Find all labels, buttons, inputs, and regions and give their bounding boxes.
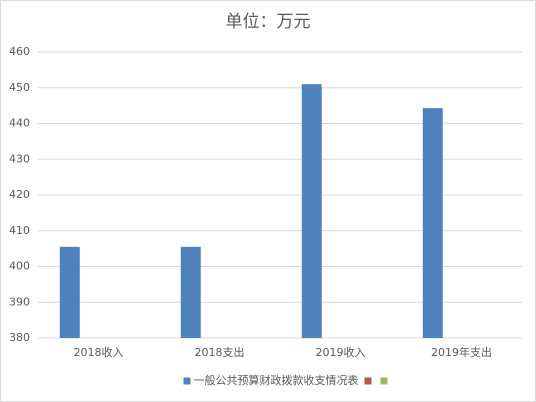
legend-swatch [364, 377, 372, 385]
y-tick-label: 400 [9, 260, 30, 273]
y-tick-label: 460 [9, 45, 30, 58]
legend-label: 一般公共预算财政拨款收支情况表 [194, 373, 359, 387]
bar [180, 246, 201, 338]
y-tick-label: 440 [9, 117, 30, 130]
bar [301, 84, 322, 338]
bar [422, 108, 443, 338]
bar [59, 246, 80, 338]
y-tick-label: 380 [9, 331, 30, 344]
y-tick-label: 420 [9, 188, 30, 201]
chart-title: 单位：万元 [226, 12, 311, 32]
y-tick-label: 450 [9, 81, 30, 94]
x-tick-label: 2018收入 [74, 345, 124, 359]
legend-swatch [183, 377, 191, 385]
y-tick-label: 430 [9, 152, 30, 165]
x-tick-label: 2019收入 [316, 345, 366, 359]
x-tick-label: 2019年支出 [431, 345, 492, 359]
y-tick-label: 410 [9, 224, 30, 237]
x-tick-label: 2018支出 [195, 345, 245, 359]
legend-swatch [380, 377, 388, 385]
y-tick-label: 390 [9, 295, 30, 308]
